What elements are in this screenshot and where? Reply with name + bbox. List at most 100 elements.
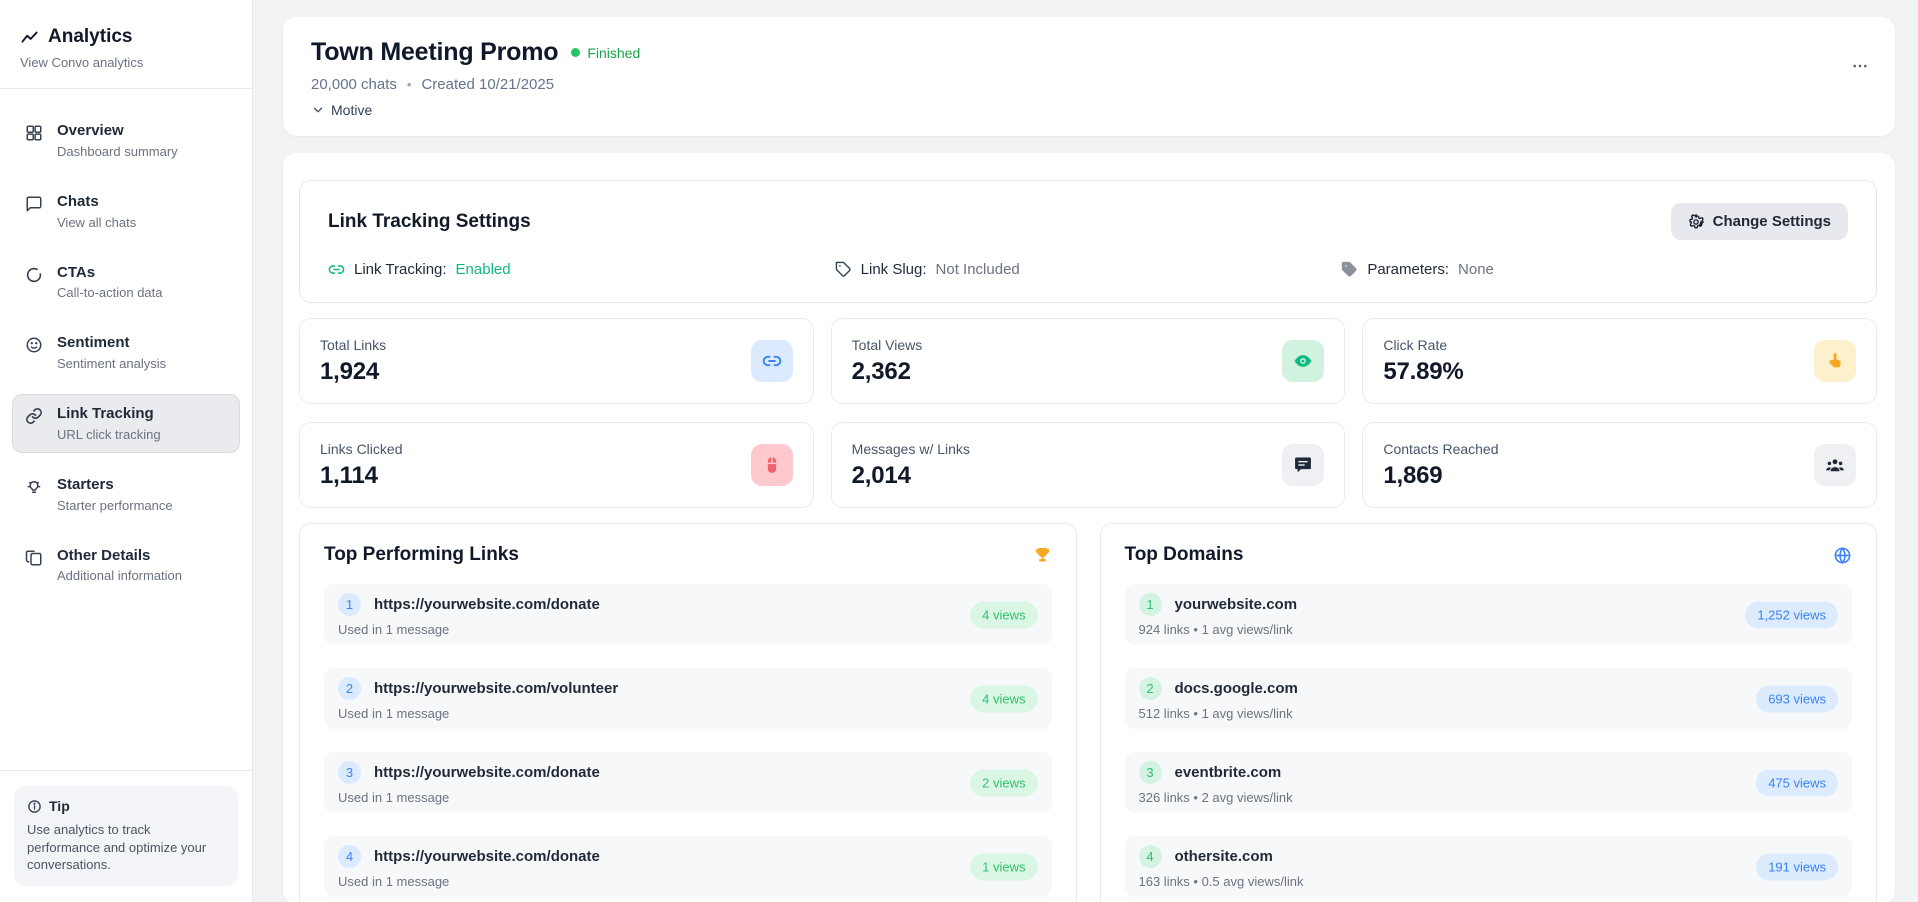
domain-name: yourwebsite.com — [1174, 596, 1298, 613]
campaign-header-card: Town Meeting Promo Finished 20,000 chats… — [283, 17, 1895, 136]
sidebar-item-desc: Starter performance — [57, 497, 173, 513]
top-domains-panel: Top Domains 1 yourwebsite.com 924 links •… — [1099, 523, 1877, 902]
sidebar-item-chats[interactable]: Chats View all chats — [12, 182, 240, 241]
views-badge: 1 views — [970, 853, 1038, 880]
rank-badge: 1 — [338, 593, 361, 616]
chats-count: 20,000 chats — [311, 76, 397, 93]
list-item[interactable]: 1 https://yourwebsite.com/donate Used in … — [324, 584, 1052, 645]
setting-parameters: Parameters: None — [1341, 261, 1848, 278]
setting-value: Not Included — [935, 261, 1020, 278]
sidebar-item-desc: Call-to-action data — [57, 285, 163, 301]
rank-badge: 3 — [338, 761, 361, 784]
stat-label: Click Rate — [1383, 336, 1448, 353]
bottom-panels: Top Performing Links 1 https://yourwebsit… — [299, 523, 1877, 902]
stat-contacts-reached: Contacts Reached 1,869 — [1362, 422, 1877, 508]
link-icon — [25, 407, 43, 425]
pointer-finger-icon — [1814, 340, 1856, 382]
views-badge: 4 views — [970, 601, 1038, 628]
stat-label: Total Views — [851, 336, 923, 353]
dashboard-grid-icon — [25, 124, 43, 142]
sidebar-item-desc: URL click tracking — [57, 426, 161, 442]
rank-badge: 4 — [338, 845, 361, 868]
tag-icon — [835, 261, 852, 278]
link-url: https://yourwebsite.com/volunteer — [374, 680, 619, 697]
list-item[interactable]: 3 https://yourwebsite.com/donate Used in … — [324, 752, 1052, 813]
sidebar-item-label: Other Details — [57, 546, 151, 564]
domain-name: eventbrite.com — [1174, 764, 1282, 781]
page-title: Town Meeting Promo — [311, 38, 559, 66]
more-menu-icon[interactable] — [1851, 57, 1869, 75]
sidebar-item-label: CTAs — [57, 263, 96, 281]
globe-icon — [1833, 546, 1852, 565]
status-dot-icon — [571, 48, 581, 57]
change-settings-label: Change Settings — [1712, 213, 1831, 230]
lightbulb-icon — [25, 478, 43, 496]
campaign-meta: 20,000 chats • Created 10/21/2025 — [311, 76, 1867, 93]
link-url: https://yourwebsite.com/donate — [374, 848, 600, 865]
stat-total-views: Total Views 2,362 — [830, 318, 1346, 404]
stat-messages-with-links: Messages w/ Links 2,014 — [830, 422, 1346, 508]
views-badge: 475 views — [1756, 769, 1838, 796]
list-item[interactable]: 4 https://yourwebsite.com/donate Used in … — [324, 836, 1052, 897]
link-url: https://yourwebsite.com/donate — [374, 764, 600, 781]
sidebar-item-overview[interactable]: Overview Dashboard summary — [12, 111, 240, 170]
stat-label: Contacts Reached — [1383, 440, 1499, 457]
sidebar-item-ctas[interactable]: CTAs Call-to-action data — [12, 253, 240, 312]
tags-icon — [1341, 261, 1358, 278]
sidebar-item-desc: Additional information — [57, 568, 183, 584]
change-settings-button[interactable]: Change Settings — [1670, 203, 1848, 240]
list-item[interactable]: 2 docs.google.com 512 links • 1 avg views… — [1124, 668, 1852, 729]
sidebar-item-desc: View all chats — [57, 214, 137, 230]
stat-value: 1,114 — [320, 461, 378, 489]
link-tracking-panel: Link Tracking Settings Change Settings L… — [283, 153, 1895, 902]
rank-badge: 1 — [1138, 593, 1162, 616]
list-item[interactable]: 3 eventbrite.com 326 links • 2 avg views/… — [1124, 752, 1852, 813]
stat-value: 2,362 — [851, 357, 911, 385]
rank-badge: 3 — [1138, 761, 1162, 784]
top-performing-links-panel: Top Performing Links 1 https://yourwebsit… — [299, 523, 1077, 902]
setting-link-tracking: Link Tracking: Enabled — [328, 261, 835, 278]
stat-click-rate: Click Rate 57.89% — [1362, 318, 1877, 404]
stat-value: 1,924 — [320, 357, 380, 385]
sidebar-item-other-details[interactable]: Other Details Additional information — [12, 536, 240, 595]
link-url: https://yourwebsite.com/donate — [374, 596, 600, 613]
mouse-icon — [750, 444, 793, 486]
main-content: Town Meeting Promo Finished 20,000 chats… — [253, 0, 1918, 902]
list-item[interactable]: 1 yourwebsite.com 924 links • 1 avg views… — [1124, 584, 1852, 645]
link-tracking-settings-card: Link Tracking Settings Change Settings L… — [299, 180, 1877, 303]
sidebar-item-label: Chats — [57, 192, 99, 210]
top-links-title: Top Performing Links — [324, 544, 519, 565]
sidebar-item-sentiment[interactable]: Sentiment Sentiment analysis — [12, 323, 240, 382]
sidebar-title: Analytics — [48, 26, 133, 47]
domain-name: othersite.com — [1174, 848, 1273, 865]
circle-icon — [25, 266, 43, 284]
sidebar-item-link-tracking[interactable]: Link Tracking URL click tracking — [12, 394, 240, 453]
stat-value: 1,869 — [1383, 461, 1443, 489]
sidebar-item-desc: Dashboard summary — [57, 143, 178, 159]
settings-title: Link Tracking Settings — [328, 210, 531, 232]
status-badge: Finished — [571, 45, 640, 61]
message-icon — [1282, 444, 1325, 486]
motive-label: Motive — [331, 102, 373, 118]
motive-toggle[interactable]: Motive — [311, 102, 372, 118]
tip-title: Tip — [49, 798, 70, 815]
setting-label: Link Slug: — [860, 261, 927, 278]
list-item[interactable]: 4 othersite.com 163 links • 0.5 avg views… — [1124, 836, 1852, 897]
list-item[interactable]: 2 https://yourwebsite.com/volunteer Used … — [324, 668, 1052, 729]
meta-separator: • — [406, 77, 412, 92]
link-icon — [328, 261, 345, 278]
sidebar-item-label: Link Tracking — [57, 405, 154, 422]
domain-stats: 512 links • 1 avg views/link — [1138, 706, 1293, 721]
gear-icon — [1688, 213, 1704, 230]
views-badge: 4 views — [970, 685, 1038, 712]
setting-value: None — [1458, 261, 1494, 278]
domain-stats: 326 links • 2 avg views/link — [1138, 790, 1293, 805]
stat-total-links: Total Links 1,924 — [299, 318, 814, 404]
rank-badge: 2 — [338, 677, 361, 700]
domain-stats: 924 links • 1 avg views/link — [1138, 622, 1293, 637]
stat-label: Messages w/ Links — [851, 440, 970, 457]
setting-value: Enabled — [455, 261, 511, 278]
sidebar-item-starters[interactable]: Starters Starter performance — [12, 465, 240, 524]
setting-label: Parameters: — [1367, 261, 1450, 278]
domain-name: docs.google.com — [1174, 680, 1298, 697]
